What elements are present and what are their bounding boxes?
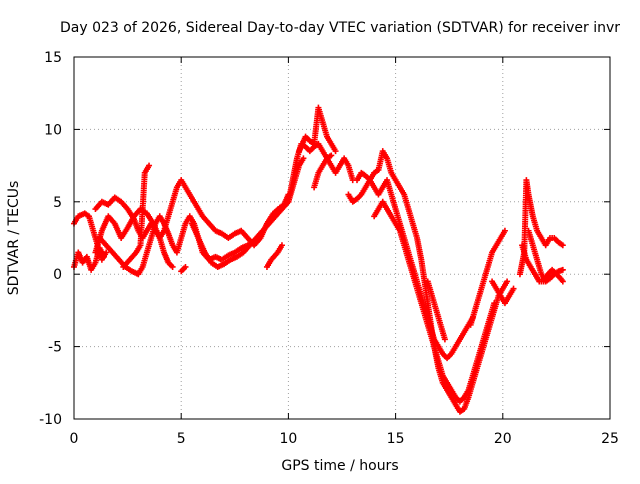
- y-tick-label: 5: [53, 195, 62, 211]
- y-tick-label: 15: [44, 50, 62, 66]
- data-series-7: [178, 263, 189, 275]
- data-series-5: [92, 206, 176, 270]
- data-series-16: [424, 278, 448, 343]
- data-point: [491, 300, 498, 307]
- data-series-17: [467, 227, 508, 328]
- data-points: [71, 104, 566, 415]
- plot-frame: [73, 56, 611, 420]
- data-point: [441, 336, 448, 343]
- data-series-15: [371, 198, 498, 405]
- data-series-13: [345, 148, 511, 415]
- data-point: [328, 152, 335, 159]
- y-tick-label: -10: [39, 412, 62, 428]
- data-series-19: [516, 177, 566, 278]
- data-point: [504, 278, 511, 285]
- data-series-21: [525, 227, 566, 285]
- x-tick-label: 20: [494, 431, 512, 447]
- data-series-6: [120, 162, 153, 270]
- data-point: [559, 242, 566, 249]
- chart-title: Day 023 of 2026, Sidereal Day-to-day VTE…: [60, 20, 620, 36]
- data-point: [169, 263, 176, 270]
- data-series-11: [296, 104, 339, 155]
- data-series-14: [354, 169, 476, 362]
- data-point: [278, 242, 285, 249]
- data-point: [559, 278, 566, 285]
- data-point: [501, 227, 508, 234]
- y-tick-label: 0: [53, 267, 62, 283]
- data-point: [300, 155, 307, 162]
- data-series-8: [188, 155, 307, 270]
- x-tick-label: 25: [601, 431, 619, 447]
- data-point: [332, 148, 339, 155]
- data-point: [101, 253, 108, 260]
- data-series-9: [263, 242, 285, 270]
- data-point: [146, 162, 153, 169]
- data-series-18: [489, 278, 517, 307]
- x-axis-label: GPS time / hours: [281, 458, 398, 474]
- data-point: [510, 285, 517, 292]
- x-tick-label: 15: [387, 431, 405, 447]
- data-point: [182, 263, 189, 270]
- axis-ticks: 0 5 10 15 20 25 -10 -5 0 5 10 15: [39, 50, 619, 447]
- data-point: [559, 266, 566, 273]
- x-tick-label: 5: [177, 431, 186, 447]
- y-tick-label: 10: [44, 122, 62, 138]
- data-point: [103, 249, 110, 256]
- data-series-12: [311, 152, 335, 191]
- x-tick-label: 0: [70, 431, 79, 447]
- y-tick-label: -5: [48, 340, 62, 356]
- x-tick-label: 10: [279, 431, 297, 447]
- y-axis-label: SDTVAR / TECUs: [6, 181, 22, 296]
